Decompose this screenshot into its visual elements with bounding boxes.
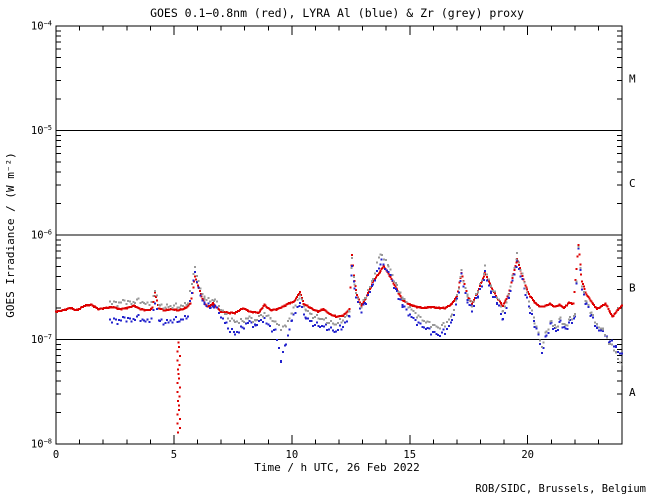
series-lyra_zr_grey bbox=[109, 246, 623, 366]
x-tick-label: 0 bbox=[53, 449, 59, 461]
flare-class-M: M bbox=[629, 72, 636, 85]
dropout-columns bbox=[176, 341, 181, 434]
y-axis-label: GOES Irradiance / (W m⁻²) bbox=[4, 152, 17, 318]
x-axis-label: Time / h UTC, 26 Feb 2022 bbox=[254, 461, 420, 474]
series-goes_red bbox=[55, 244, 623, 319]
y-axis-ticks bbox=[56, 25, 622, 445]
x-axis-ticks bbox=[55, 26, 623, 444]
x-tick-label: 10 bbox=[286, 449, 299, 461]
flare-class-labels: M C B A bbox=[629, 72, 636, 399]
credit-text: ROB/SIDC, Brussels, Belgium bbox=[475, 483, 646, 495]
y-tick-label: 10−7 bbox=[31, 333, 52, 346]
y-tick-label: 10−8 bbox=[31, 438, 52, 451]
x-tick-labels: 0 5 10 15 20 bbox=[53, 449, 534, 461]
y-tick-label: 10−6 bbox=[31, 229, 52, 242]
chart-title: GOES 0.1−0.8nm (red), LYRA Al (blue) & Z… bbox=[150, 6, 524, 20]
series-lyra_al_blue bbox=[109, 247, 623, 363]
flare-class-A: A bbox=[629, 386, 636, 399]
flare-class-B: B bbox=[629, 281, 636, 294]
plot-area: 0 5 10 15 20 10−4 10−5 10−6 10−7 10−8 M C B A bbox=[31, 20, 636, 462]
x-tick-label: 15 bbox=[403, 449, 416, 461]
class-boundary-lines bbox=[56, 130, 622, 340]
y-tick-label: 10−5 bbox=[31, 124, 52, 137]
x-tick-label: 5 bbox=[171, 449, 177, 461]
y-tick-label: 10−4 bbox=[31, 20, 52, 33]
flare-class-C: C bbox=[629, 177, 636, 190]
x-tick-label: 20 bbox=[521, 449, 534, 461]
y-tick-labels: 10−4 10−5 10−6 10−7 10−8 bbox=[31, 20, 52, 451]
